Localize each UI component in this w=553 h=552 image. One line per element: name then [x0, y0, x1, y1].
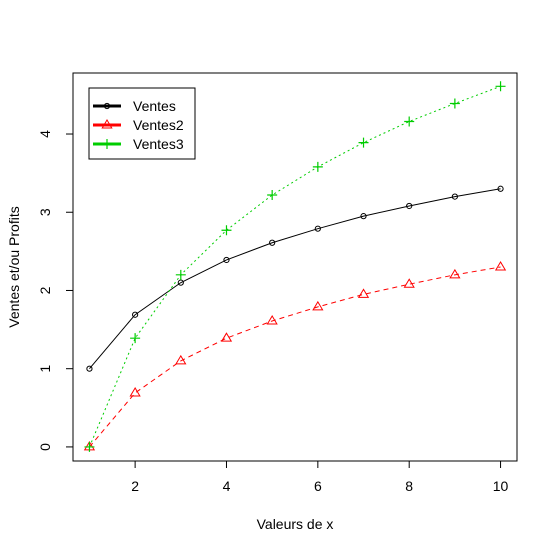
legend-marker-ventes3: [102, 139, 112, 149]
data-point-ventes: [451, 193, 458, 200]
data-point-ventes: [360, 213, 367, 220]
y-tick-label: 0: [37, 443, 53, 451]
data-point-ventes: [269, 239, 276, 246]
x-tick-label: 4: [223, 478, 231, 494]
data-point-ventes2: [175, 354, 187, 365]
y-tick-label: 3: [37, 208, 53, 216]
data-point-ventes: [223, 256, 230, 264]
data-point-ventes3: [495, 81, 506, 92]
data-point-ventes2: [494, 261, 507, 271]
data-point-ventes3: [221, 225, 232, 236]
series-ventes3: [84, 81, 506, 452]
x-tick-label: 2: [131, 478, 139, 494]
data-point-ventes: [406, 202, 413, 210]
data-point-ventes3: [130, 333, 141, 344]
x-axis-label: Valeurs de x: [257, 516, 334, 532]
series-line-ventes: [89, 188, 501, 370]
data-point-ventes3: [312, 161, 323, 172]
x-tick-label: 8: [405, 478, 413, 494]
data-point-ventes3: [84, 441, 95, 452]
y-axis-label: Ventes et/ou Profits: [6, 206, 22, 327]
data-point-ventes: [177, 279, 184, 286]
y-tick-label: 1: [37, 365, 53, 373]
legend-marker-ventes: [103, 102, 111, 110]
data-point-ventes3: [358, 137, 369, 148]
data-point-ventes: [314, 225, 321, 232]
x-axis: 2 4 6 8 10: [131, 460, 509, 494]
data-point-ventes2: [266, 314, 278, 325]
series-ventes: [86, 185, 504, 372]
x-tick-label: 10: [493, 478, 509, 494]
data-point-ventes: [497, 185, 504, 192]
data-point-ventes2: [129, 386, 141, 397]
y-tick-label: 2: [37, 286, 53, 294]
legend-label-ventes3: Ventes3: [133, 136, 184, 152]
data-point-ventes2: [312, 300, 324, 311]
series-line-ventes3: [88, 85, 501, 448]
data-point-ventes2: [220, 332, 233, 342]
legend: Ventes Ventes2 Ventes3: [88, 87, 196, 160]
data-point-ventes2: [449, 268, 461, 279]
data-point-ventes3: [404, 116, 415, 127]
legend-label-ventes: Ventes: [133, 98, 176, 114]
data-point-ventes3: [267, 190, 278, 201]
x-tick-label: 6: [314, 478, 322, 494]
data-point-ventes2: [403, 278, 415, 288]
y-tick-label: 4: [37, 130, 53, 138]
y-axis: 0 1 2 3 4: [37, 130, 74, 451]
data-point-ventes3: [449, 98, 460, 109]
legend-label-ventes2: Ventes2: [133, 117, 184, 133]
series-layer: [83, 81, 507, 452]
data-point-ventes: [132, 311, 139, 318]
data-point-ventes2: [357, 288, 370, 298]
legend-marker-ventes2: [101, 119, 113, 129]
series-line-ventes2: [89, 266, 501, 448]
series-ventes2: [83, 261, 507, 451]
data-point-ventes: [86, 365, 93, 372]
data-point-ventes3: [175, 269, 186, 280]
